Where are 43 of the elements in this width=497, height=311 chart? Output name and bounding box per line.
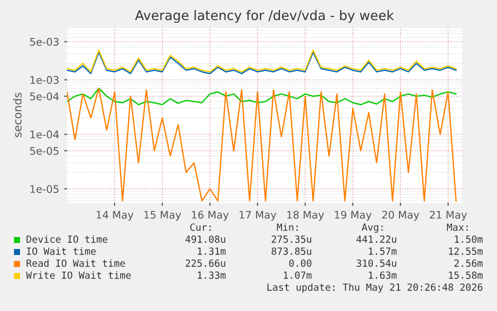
y-axis-title: seconds <box>13 92 22 138</box>
y-tick-label: 5e-04 <box>30 92 59 100</box>
chart-title: Average latency for /dev/vda - by week <box>135 10 394 23</box>
legend-label: Read IO Wait time <box>26 259 125 267</box>
text: Min: <box>276 223 298 231</box>
text: 441.22u <box>356 235 396 243</box>
text: 491.08u <box>186 235 226 243</box>
x-tick-label: 20 May <box>382 210 420 221</box>
text: 12.55m <box>449 247 483 255</box>
y-tick-label: 1e-04 <box>30 130 59 138</box>
x-tick-label: 18 May <box>287 210 324 221</box>
text: Last update: Thu May 21 20:26:48 2026 <box>267 283 482 293</box>
legend-label: IO Wait time <box>26 247 96 255</box>
text: 1.31m <box>198 247 226 255</box>
text: 2.56m <box>454 259 483 267</box>
legend-label: Write IO Wait time <box>26 271 131 279</box>
text: 873.85u <box>272 247 312 255</box>
text: Cur: <box>190 223 211 231</box>
text: 1.07m <box>284 271 312 279</box>
text: 0.00 <box>289 259 312 267</box>
y-tick-label: 5e-05 <box>30 146 58 155</box>
y-tick-label: 1e-03 <box>30 76 59 84</box>
text: 310.54u <box>356 259 396 267</box>
y-tick-label: 5e-03 <box>30 38 59 46</box>
line-series <box>67 88 457 202</box>
x-tick-label: 15 May <box>144 210 182 221</box>
line-series <box>67 88 457 106</box>
legend-label: Device IO time <box>26 235 108 243</box>
text: 275.35u <box>272 235 312 243</box>
x-tick-label: 16 May <box>192 210 229 221</box>
y-tick-label: 1e-05 <box>30 185 58 193</box>
text: Avg: <box>362 224 383 233</box>
x-tick-label: 19 May <box>334 210 372 221</box>
x-tick-label: 14 May <box>96 210 134 221</box>
text: 1.63m <box>368 271 397 279</box>
text: 15.58m <box>449 271 483 279</box>
x-tick-label: 21 May <box>430 210 467 221</box>
text: 1.33m <box>198 271 226 279</box>
text: Max: <box>446 224 468 231</box>
text: 1.50m <box>454 235 483 243</box>
text: 1.57m <box>368 248 397 255</box>
x-tick-label: 17 May <box>240 210 276 221</box>
text: 225.66u <box>186 259 226 267</box>
